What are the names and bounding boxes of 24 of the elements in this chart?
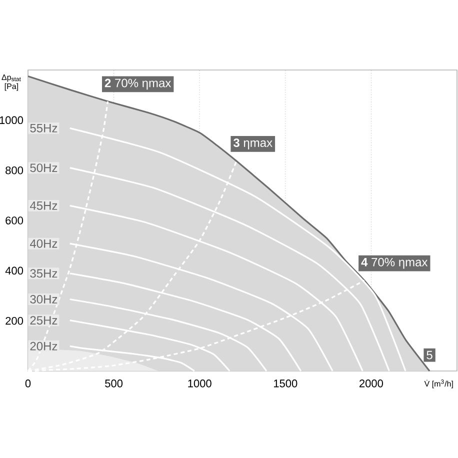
series-label: 25Hz [30,316,58,325]
y-tick-label: 400 [5,266,24,275]
series-label: 50Hz [30,164,58,172]
series-label: 40Hz [30,239,58,248]
x-tick-label: 1500 [274,380,298,388]
y-tick-label: 1000 [0,116,24,124]
x-tick-label: 1000 [188,380,212,388]
y-axis-title: Δp$_{stat}$ [Pa] [2,74,21,91]
annotation: 2 70% ηmax [104,78,172,90]
series-label: 55Hz [30,124,58,132]
annotation: 5 [426,350,432,360]
series-label: 20Hz [30,342,58,350]
annotation: 3 ηmax [233,138,272,150]
y-tick-label: 800 [6,166,24,174]
y-tick-label: 200 [6,316,24,325]
x-tick-label: 500 [105,380,123,388]
x-axis-title: V̇ [m$^{3}$/h] [424,380,453,388]
annotation: 4 70% ηmax [361,258,428,269]
x-tick-label: 0 [25,380,31,388]
series-label: 30Hz [30,295,58,304]
x-tick-label: 2000 [360,380,383,388]
y-tick-label: 600 [6,216,24,224]
series-label: 35Hz [30,269,58,278]
series-label: 45Hz [30,202,58,210]
